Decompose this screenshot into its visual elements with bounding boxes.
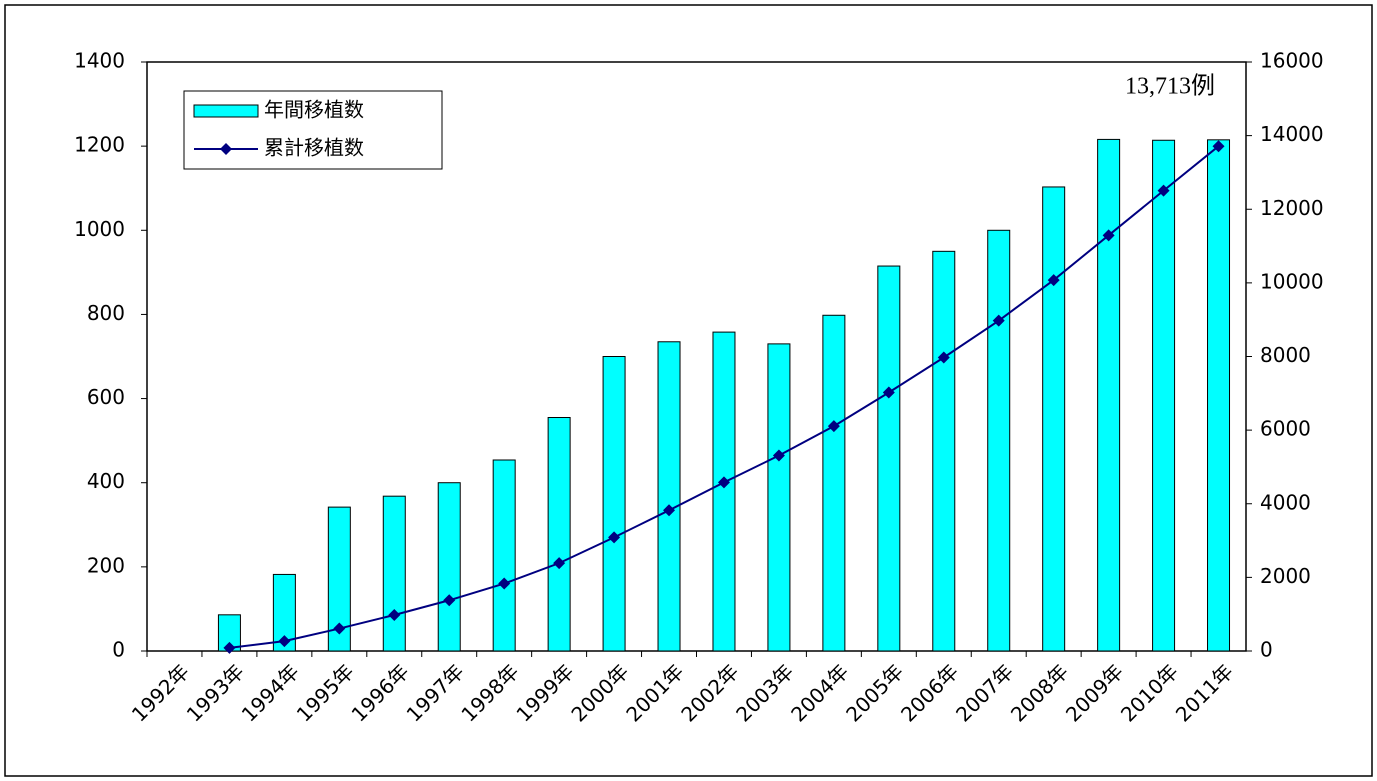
bar <box>492 459 516 652</box>
bar <box>382 495 406 652</box>
line-marker <box>1212 140 1225 153</box>
line-marker <box>827 420 840 433</box>
bar <box>1207 139 1231 652</box>
bar <box>1097 138 1121 652</box>
y2-tick-label: 16000 <box>1260 49 1324 73</box>
line-marker <box>223 641 236 654</box>
legend-marker <box>220 143 232 155</box>
bar <box>877 265 901 652</box>
legend-box <box>183 90 443 170</box>
legend-label: 累計移植数 <box>264 136 364 160</box>
bar <box>767 343 791 652</box>
line-marker <box>717 476 730 489</box>
bar <box>657 341 681 652</box>
line-marker <box>1157 184 1170 197</box>
y-tick-label: 0 <box>112 638 125 662</box>
annotation: 13,713例 <box>1125 73 1215 100</box>
bar <box>272 573 296 652</box>
y2-tick-label: 0 <box>1260 638 1273 662</box>
y2-tick-label: 14000 <box>1260 122 1324 146</box>
legend-swatch <box>193 104 259 118</box>
y2-tick-label: 2000 <box>1260 564 1311 588</box>
line-marker <box>443 594 456 607</box>
line-marker <box>937 351 950 364</box>
y-tick-label: 200 <box>87 553 125 577</box>
line-marker <box>882 386 895 399</box>
bar <box>987 229 1011 652</box>
y2-tick-label: 12000 <box>1260 196 1324 220</box>
line-marker <box>663 504 676 517</box>
y2-tick-label: 6000 <box>1260 417 1311 441</box>
bar <box>1152 139 1176 652</box>
line-marker <box>333 622 346 635</box>
bar <box>547 417 571 652</box>
y2-tick-label: 8000 <box>1260 343 1311 367</box>
y-tick-label: 1200 <box>74 133 125 157</box>
y2-tick-label: 4000 <box>1260 490 1311 514</box>
legend-label: 年間移植数 <box>264 98 364 122</box>
bar <box>1042 186 1066 652</box>
line-marker <box>278 635 291 648</box>
line-marker <box>772 449 785 462</box>
line-marker <box>553 557 566 570</box>
bar <box>602 356 626 652</box>
line-marker <box>498 577 511 590</box>
y-tick-label: 1000 <box>74 217 125 241</box>
line-marker <box>992 314 1005 327</box>
line-marker <box>1102 229 1115 242</box>
bar <box>822 314 846 652</box>
y-tick-label: 400 <box>87 469 125 493</box>
line-marker <box>388 608 401 621</box>
y-tick-label: 600 <box>87 385 125 409</box>
bar <box>712 331 736 652</box>
line-marker <box>1047 274 1060 287</box>
line-marker <box>608 531 621 544</box>
bar <box>932 250 956 652</box>
y-tick-label: 800 <box>87 301 125 325</box>
bar <box>437 482 461 652</box>
y2-tick-label: 10000 <box>1260 269 1324 293</box>
y-tick-label: 1400 <box>74 49 125 73</box>
bar <box>327 506 351 652</box>
